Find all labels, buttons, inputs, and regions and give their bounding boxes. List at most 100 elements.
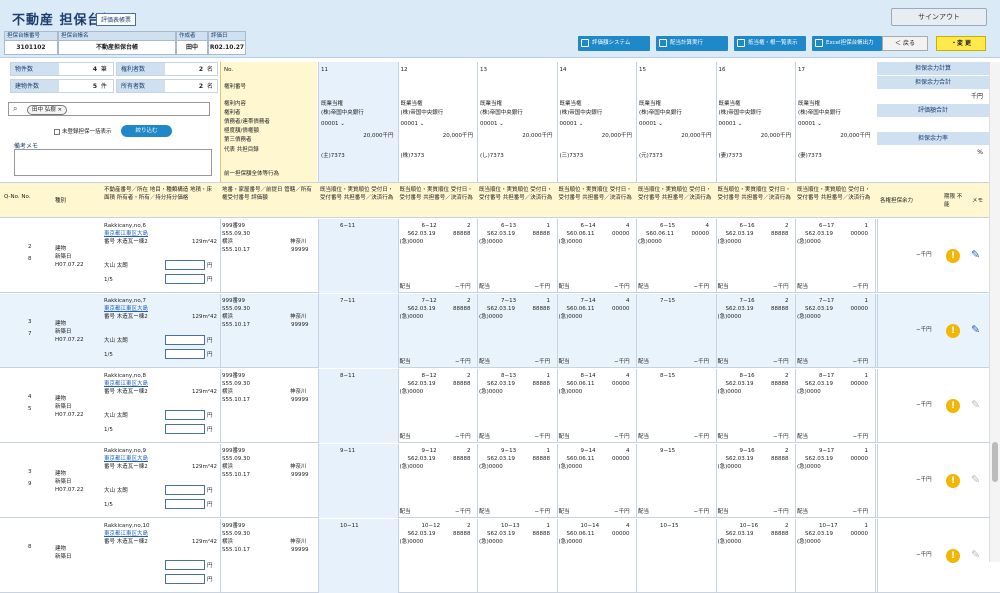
checkbox-box[interactable] [54,128,60,135]
share-value-input[interactable] [165,274,205,284]
table-row[interactable]: 3 9 建物 新築日 H07.07.22 Rakkicany,no,9 東京都江… [0,444,1000,518]
rank-number: 1 [864,523,869,529]
debtor-label: 債務者/連帯債務者 [224,119,270,125]
rank-number: 2 [785,523,789,529]
owner-count: 所有者数 2 名 [116,79,218,93]
owner-value-input[interactable] [165,335,205,345]
joint-number: (急)0000 [797,389,821,395]
table-icon [581,39,589,47]
joint-number: (急)0000 [797,314,821,320]
rights-id: 10−13 [501,523,520,529]
table-row[interactable]: 3 7 建物 新築日 H07.07.22 Rakkicany,no,7 東京都江… [0,294,1000,368]
q-number[interactable]: 3 [28,469,32,475]
owner-value-input[interactable] [165,485,205,495]
valuation-system-button[interactable]: 評価額システム [578,36,650,51]
column-divider [477,369,478,443]
rights-id: 8−12 [421,373,437,379]
column-divider [397,519,399,593]
share-value-input[interactable] [165,349,205,359]
rank-number: 1 [546,298,551,304]
warning-icon[interactable]: ! [946,324,960,338]
debtor-select[interactable]: 00001 ⌄ [480,120,504,128]
receipt-date: S62.03.19 [725,531,754,537]
rights-id: 9−16 [739,448,755,454]
receipt-date: S62.03.19 [407,381,436,387]
table-row[interactable]: 2 8 建物 新築日 H07.07.22 Rakkicany,no,6 東京都江… [0,219,1000,293]
warning-icon[interactable]: ! [946,399,960,413]
address-link[interactable]: 東京都江東区大島 [104,231,149,237]
rights-column-0: 11 既業当権 (株)帝国中央銀行 00001 ⌄ 20,000千円 (主)73… [318,62,398,182]
rights-id: 7−17 [819,298,835,304]
filter-chip[interactable]: 田中 弘樹 × [27,105,68,115]
warning-icon[interactable]: ! [946,474,960,488]
receipt-number: 88888 [771,381,789,387]
change-button[interactable]: ・変 更 [936,36,986,51]
edit-pencil-icon[interactable]: ✎ [971,248,981,261]
yen-unit: 円 [207,488,213,494]
edit-pencil-icon[interactable]: ✎ [971,473,981,486]
share-value-input[interactable] [165,499,205,509]
limit-amount: 20,000千円 [363,133,394,139]
memo-textarea[interactable] [14,149,212,176]
scrollbar-thumb[interactable] [992,442,998,482]
ledger-number-label: 担保台帳番号 [5,32,57,41]
column-divider [556,519,558,593]
receipt-number: 88888 [453,456,471,462]
warning-icon[interactable]: ! [946,549,960,563]
debtor-select[interactable]: 00001 ⌄ [639,120,663,128]
dividend-label: 配当 [638,359,650,365]
edit-pencil-icon[interactable]: ✎ [971,548,981,561]
debtor-select[interactable]: 00001 ⌄ [719,120,743,128]
col-no-label: No. [224,67,234,73]
q-number[interactable]: 3 [28,319,32,325]
address-link[interactable]: 東京都江東区大島 [104,306,149,312]
dividend-calc-button[interactable]: 配当計算実行 [656,36,728,51]
owner-value-input[interactable] [165,410,205,420]
share-value-input[interactable] [165,424,205,434]
column-divider [397,219,399,293]
address-link[interactable]: 東京都江東区大島 [104,456,149,462]
q-number[interactable]: 8 [28,544,32,550]
share-value-input[interactable] [165,574,205,584]
debtor-select[interactable]: 00001 ⌄ [321,120,345,128]
edit-pencil-icon[interactable]: ✎ [971,323,981,336]
first-rights-cell[interactable]: 9−11 [318,444,398,518]
receipt-number: 88888 [771,306,789,312]
address-link[interactable]: 東京都江東区大島 [104,381,149,387]
debtor-select[interactable]: 00001 ⌄ [798,120,822,128]
first-rights-cell[interactable]: 7−11 [318,294,398,368]
edit-pencil-icon[interactable]: ✎ [971,398,981,411]
address-link[interactable]: 東京都江東区大島 [104,531,149,537]
third-debtor-label: 第三債務者 [224,137,252,143]
collateral-margin: −千円 [916,402,932,408]
q-number[interactable]: 4 [28,394,32,400]
dividend-amount: −千円 [773,434,789,440]
eval-date-field: 評価日 R02.10.27 [208,31,246,55]
vertical-scrollbar[interactable] [989,62,1000,562]
table-row[interactable]: 8 建物 新築日 Rakkicany,no,10 東京都江東区大島 番号 木造瓦… [0,519,1000,593]
debtor-select[interactable]: 00001 ⌄ [401,120,425,128]
rights-id: 10−14 [580,523,600,529]
table-row[interactable]: 4 5 建物 新築日 H07.07.22 Rakkicany,no,8 東京都江… [0,369,1000,443]
narrow-button[interactable]: 絞り込む [121,125,172,137]
debtor-select[interactable]: 00001 ⌄ [560,120,584,128]
debtor-code: 00001 [480,121,498,127]
back-button[interactable]: ＜ 戻る [882,36,928,51]
first-rights-cell[interactable]: 6−11 [318,219,398,293]
owner-value-input[interactable] [165,260,205,270]
mortgage-list-button[interactable]: 抵当権・根一覧表示 [734,36,806,51]
excel-export-button[interactable]: Excel担保台帳出力 [812,36,882,51]
first-rights-cell[interactable]: 8−11 [318,369,398,443]
search-input[interactable]: ⌕ 田中 弘樹 × [8,102,210,116]
column-divider [874,294,876,368]
signout-button[interactable]: サインアウト [891,8,987,26]
joint-code: (主)7373 [321,153,345,159]
q-number[interactable]: 2 [28,244,32,250]
first-rights-cell[interactable]: 10−11 [318,519,398,593]
structure: 番号 木造瓦ー棟2 [104,539,148,545]
unregistered-checkbox[interactable]: 未登録担保一括表示 [54,127,112,135]
receipt-date: S62.03.19 [487,231,515,237]
column-divider [477,444,478,518]
warning-icon[interactable]: ! [946,249,960,263]
receipt-date: S55.10.17 [222,547,250,553]
